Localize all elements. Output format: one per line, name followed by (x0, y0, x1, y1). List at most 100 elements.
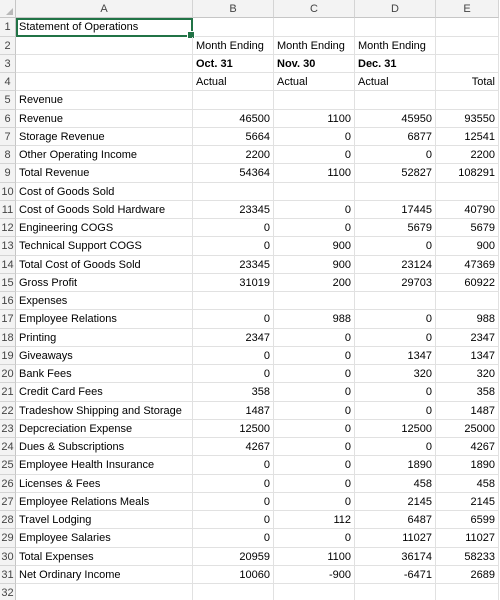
cell-a11[interactable]: Cost of Goods Sold Hardware (16, 200, 193, 219)
cell-c19[interactable]: 0 (274, 346, 355, 365)
cell-d7[interactable]: 6877 (355, 127, 436, 146)
cell-c2[interactable]: Month Ending (274, 36, 355, 55)
row-header-28[interactable]: 28 (0, 511, 16, 530)
cell-a20[interactable]: Bank Fees (16, 365, 193, 384)
cell-a28[interactable]: Travel Lodging (16, 511, 193, 530)
row-header-9[interactable]: 9 (0, 164, 16, 183)
row-header-16[interactable]: 16 (0, 292, 16, 311)
cell-e9[interactable]: 108291 (436, 164, 499, 183)
cell-c14[interactable]: 900 (274, 255, 355, 274)
cell-c4[interactable]: Actual (274, 73, 355, 92)
cell-d5[interactable] (355, 91, 436, 110)
cell-c16[interactable] (274, 292, 355, 311)
cell-c6[interactable]: 1100 (274, 109, 355, 128)
cell-a4[interactable] (16, 73, 193, 92)
row-header-29[interactable]: 29 (0, 529, 16, 548)
row-header-12[interactable]: 12 (0, 219, 16, 238)
row-header-30[interactable]: 30 (0, 547, 16, 566)
cell-d32[interactable] (355, 584, 436, 600)
cell-b26[interactable]: 0 (193, 474, 274, 493)
cell-d4[interactable]: Actual (355, 73, 436, 92)
cell-b14[interactable]: 23345 (193, 255, 274, 274)
cell-e24[interactable]: 4267 (436, 438, 499, 457)
cell-a29[interactable]: Employee Salaries (16, 529, 193, 548)
cell-a30[interactable]: Total Expenses (16, 547, 193, 566)
cell-b12[interactable]: 0 (193, 219, 274, 238)
cell-d1[interactable] (355, 18, 436, 37)
cell-a2[interactable] (16, 36, 193, 55)
cell-c15[interactable]: 200 (274, 273, 355, 292)
cell-d25[interactable]: 1890 (355, 456, 436, 475)
column-header-a[interactable]: A (16, 0, 193, 19)
cell-b28[interactable]: 0 (193, 511, 274, 530)
cell-b23[interactable]: 12500 (193, 419, 274, 438)
row-header-13[interactable]: 13 (0, 237, 16, 256)
cell-d20[interactable]: 320 (355, 365, 436, 384)
cell-e16[interactable] (436, 292, 499, 311)
cell-d16[interactable] (355, 292, 436, 311)
row-header-26[interactable]: 26 (0, 474, 16, 493)
cell-a26[interactable]: Licenses & Fees (16, 474, 193, 493)
cell-c28[interactable]: 112 (274, 511, 355, 530)
cell-e31[interactable]: 2689 (436, 565, 499, 584)
cell-a15[interactable]: Gross Profit (16, 273, 193, 292)
cell-d30[interactable]: 36174 (355, 547, 436, 566)
cell-a23[interactable]: Depcreciation Expense (16, 419, 193, 438)
cell-d17[interactable]: 0 (355, 310, 436, 329)
cell-e2[interactable] (436, 36, 499, 55)
cell-b1[interactable] (193, 18, 274, 37)
cell-d3[interactable]: Dec. 31 (355, 54, 436, 73)
select-all-corner[interactable] (0, 0, 16, 19)
cell-d26[interactable]: 458 (355, 474, 436, 493)
cell-a24[interactable]: Dues & Subscriptions (16, 438, 193, 457)
cell-d6[interactable]: 45950 (355, 109, 436, 128)
cell-c18[interactable]: 0 (274, 328, 355, 347)
row-header-22[interactable]: 22 (0, 401, 16, 420)
cell-b8[interactable]: 2200 (193, 146, 274, 165)
row-header-10[interactable]: 10 (0, 182, 16, 201)
cell-c21[interactable]: 0 (274, 383, 355, 402)
cell-a25[interactable]: Employee Health Insurance (16, 456, 193, 475)
row-header-5[interactable]: 5 (0, 91, 16, 110)
cell-e7[interactable]: 12541 (436, 127, 499, 146)
cell-e12[interactable]: 5679 (436, 219, 499, 238)
cell-b4[interactable]: Actual (193, 73, 274, 92)
cell-d2[interactable]: Month Ending (355, 36, 436, 55)
row-header-18[interactable]: 18 (0, 328, 16, 347)
cell-e22[interactable]: 1487 (436, 401, 499, 420)
cell-b13[interactable]: 0 (193, 237, 274, 256)
cell-d10[interactable] (355, 182, 436, 201)
cell-e27[interactable]: 2145 (436, 492, 499, 511)
cell-e26[interactable]: 458 (436, 474, 499, 493)
cell-b25[interactable]: 0 (193, 456, 274, 475)
cell-a13[interactable]: Technical Support COGS (16, 237, 193, 256)
cell-d14[interactable]: 23124 (355, 255, 436, 274)
cell-a19[interactable]: Giveaways (16, 346, 193, 365)
cell-c10[interactable] (274, 182, 355, 201)
cell-e3[interactable] (436, 54, 499, 73)
cell-c9[interactable]: 1100 (274, 164, 355, 183)
cell-b21[interactable]: 358 (193, 383, 274, 402)
cell-b24[interactable]: 4267 (193, 438, 274, 457)
cell-d12[interactable]: 5679 (355, 219, 436, 238)
cell-d8[interactable]: 0 (355, 146, 436, 165)
cell-d27[interactable]: 2145 (355, 492, 436, 511)
cell-b9[interactable]: 54364 (193, 164, 274, 183)
cell-a12[interactable]: Engineering COGS (16, 219, 193, 238)
cell-a14[interactable]: Total Cost of Goods Sold (16, 255, 193, 274)
cell-b29[interactable]: 0 (193, 529, 274, 548)
row-header-23[interactable]: 23 (0, 419, 16, 438)
cell-d23[interactable]: 12500 (355, 419, 436, 438)
cell-c11[interactable]: 0 (274, 200, 355, 219)
row-header-27[interactable]: 27 (0, 492, 16, 511)
cell-c8[interactable]: 0 (274, 146, 355, 165)
cell-b27[interactable]: 0 (193, 492, 274, 511)
row-header-32[interactable]: 32 (0, 584, 16, 600)
cell-b10[interactable] (193, 182, 274, 201)
cell-d15[interactable]: 29703 (355, 273, 436, 292)
cell-c22[interactable]: 0 (274, 401, 355, 420)
cell-a6[interactable]: Revenue (16, 109, 193, 128)
cell-a10[interactable]: Cost of Goods Sold (16, 182, 193, 201)
cell-e8[interactable]: 2200 (436, 146, 499, 165)
cell-c30[interactable]: 1100 (274, 547, 355, 566)
